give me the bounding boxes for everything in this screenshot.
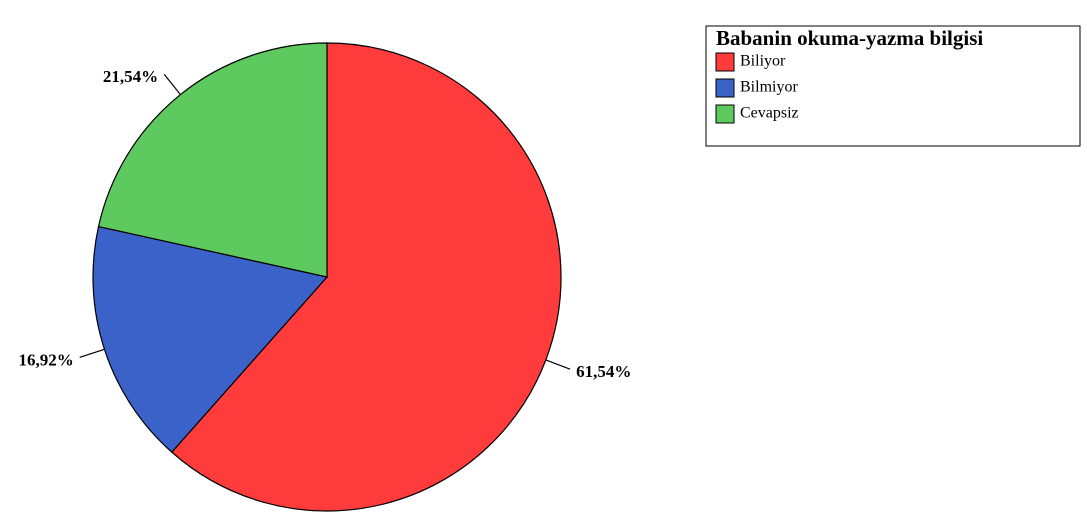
legend-title: Babanin okuma-yazma bilgisi [716,26,983,50]
data-label: 16,92% [18,350,73,369]
legend-label: Cevapsiz [740,105,799,122]
leader-line [79,348,105,358]
data-label: 61,54% [576,362,631,381]
legend-label: Biliyor [740,53,786,70]
legend-swatch [715,78,735,98]
legend-swatch [715,104,735,124]
data-label: 21,54% [103,67,158,86]
legend-box [705,25,1081,147]
legend-swatch [715,52,735,72]
leader-line [163,73,181,95]
pie-slice [97,42,328,278]
legend-label: Bilmiyor [740,79,798,96]
leader-line [545,359,571,370]
pie-slice [170,42,562,512]
